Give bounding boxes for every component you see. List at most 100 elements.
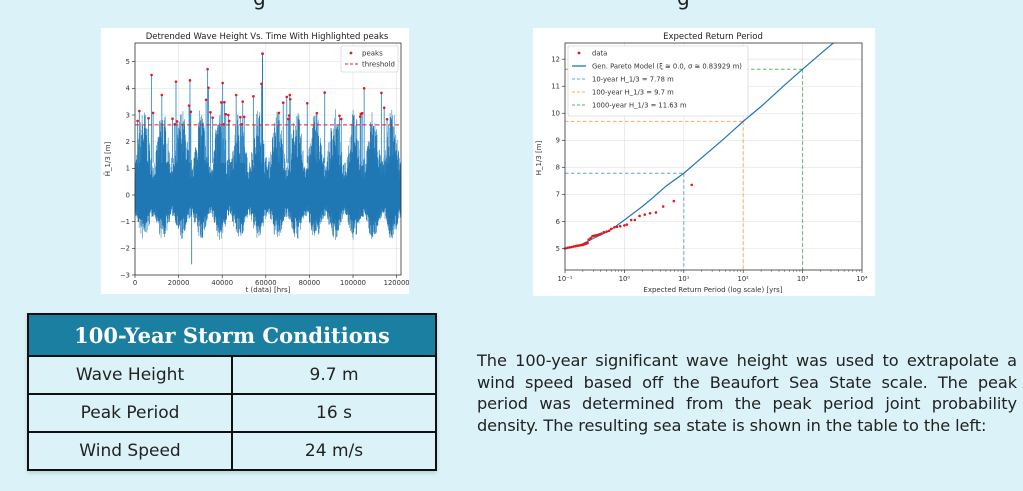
- storm-conditions-table: 100-Year Storm Conditions Wave Height 9.…: [27, 313, 437, 471]
- peak-marker: [288, 93, 292, 97]
- peak-marker: [138, 109, 141, 113]
- peak-marker: [277, 111, 281, 115]
- row-label: Peak Period: [27, 393, 233, 433]
- chart-title: Expected Return Period: [663, 32, 763, 42]
- peak-marker: [362, 87, 366, 90]
- peak-marker: [339, 117, 343, 121]
- peak-marker: [380, 91, 383, 95]
- peak-marker: [206, 67, 209, 71]
- peak-marker: [261, 52, 264, 55]
- y-tick-label: 3: [126, 111, 130, 119]
- y-tick-label: 0: [126, 191, 130, 199]
- x-tick-label: 10³: [797, 275, 809, 283]
- legend-threshold-label: threshold: [362, 61, 395, 69]
- peak-marker: [220, 101, 223, 104]
- x-axis-label: Expected Return Period (log scale) [yrs]: [643, 286, 782, 294]
- peak-marker: [242, 115, 246, 119]
- y-tick-label: 4: [126, 85, 130, 93]
- legend-peaks-label: peaks: [362, 50, 383, 58]
- peak-marker: [288, 97, 292, 101]
- peak-marker: [222, 123, 226, 126]
- legend-model-label: Gen. Pareto Model (ξ ≅ 0.0, σ ≅ 0.83929 …: [592, 63, 742, 71]
- peak-marker: [150, 73, 153, 77]
- gen-pareto-model-line: [565, 43, 835, 250]
- y-tick-label: −3: [120, 271, 130, 279]
- peak-marker: [204, 98, 208, 102]
- row-label: Wave Height: [27, 355, 233, 395]
- peak-marker: [211, 116, 214, 119]
- y-tick-label: 12: [551, 56, 560, 64]
- data-point: [643, 213, 647, 216]
- x-tick-label: 120000: [384, 279, 409, 287]
- peak-marker: [358, 115, 362, 118]
- peak-marker: [173, 123, 176, 126]
- x-tick-label: 10⁻¹: [558, 275, 573, 283]
- peak-marker: [252, 95, 255, 98]
- table-row: Peak Period 16 s: [27, 393, 437, 433]
- wave-height-series-core: [135, 183, 401, 206]
- peak-marker: [209, 111, 212, 114]
- peak-marker: [188, 79, 192, 82]
- y-tick-label: 7: [556, 191, 560, 199]
- table-row: Wave Height 9.7 m: [27, 355, 437, 395]
- peak-marker: [189, 110, 193, 114]
- row-label: Wind Speed: [27, 431, 233, 471]
- y-tick-label: 5: [556, 245, 560, 253]
- clipped-heading-fragment: g: [677, 0, 690, 10]
- data-point: [587, 238, 590, 242]
- legend-1000yr-label: 1000-year H_1/3 = 11.63 m: [592, 102, 687, 110]
- peak-marker: [151, 111, 155, 115]
- data-point: [607, 229, 611, 233]
- data-point: [600, 232, 603, 235]
- plot-frame: [564, 42, 863, 271]
- y-tick-label: 6: [556, 218, 560, 226]
- data-point: [568, 246, 572, 249]
- y-tick-label: 1: [126, 165, 130, 173]
- peak-marker: [338, 114, 341, 118]
- legend-box: [567, 45, 749, 117]
- y-tick-label: 2: [126, 138, 130, 146]
- peak-marker: [240, 123, 244, 126]
- peak-marker: [227, 113, 230, 117]
- peak-marker: [241, 100, 245, 103]
- data-point: [638, 214, 641, 218]
- data-point: [661, 205, 665, 208]
- x-tick-label: 20000: [168, 279, 190, 287]
- peak-marker: [147, 116, 150, 120]
- legend-peaks-marker: [349, 51, 353, 55]
- peak-marker: [382, 106, 386, 110]
- peak-marker: [360, 111, 364, 115]
- expected-return-period-chart: Expected Return Period 10⁻¹ 10⁰ 10¹ 10² 10³ 1…: [533, 28, 875, 296]
- x-tick-label: 60000: [255, 279, 277, 287]
- peak-marker: [281, 101, 285, 105]
- data-point: [586, 241, 589, 245]
- data-point: [623, 224, 626, 227]
- data-point: [596, 233, 599, 237]
- peak-marker: [175, 120, 179, 123]
- chart-title: Detrended Wave Height Vs. Time With High…: [146, 32, 389, 42]
- data-point: [613, 226, 616, 229]
- plot-frame: [134, 42, 402, 276]
- data-point: [625, 223, 629, 226]
- y-tick-label: 8: [556, 164, 560, 172]
- legend-data-marker: [577, 51, 581, 55]
- peak-marker: [305, 101, 309, 105]
- y-axis-label: H_1/3 [m]: [535, 140, 543, 175]
- x-tick-label: 80000: [299, 279, 321, 287]
- legend: data Gen. Pareto Model (ξ ≅ 0.0, σ ≅ 0.8…: [567, 45, 749, 117]
- peak-marker: [223, 100, 226, 104]
- peak-marker: [136, 119, 139, 123]
- data-point: [615, 225, 619, 229]
- row-value: 16 s: [231, 393, 437, 433]
- peak-marker: [239, 115, 242, 119]
- data-point: [602, 230, 606, 234]
- y-tick-label: 5: [126, 58, 130, 66]
- data-point: [598, 233, 601, 236]
- peak-marker: [260, 82, 263, 86]
- peak-marker: [224, 112, 228, 116]
- data-point: [589, 236, 592, 240]
- legend: peaks threshold: [340, 45, 399, 73]
- peak-marker: [174, 80, 178, 83]
- data-point: [633, 218, 637, 222]
- peak-marker: [171, 117, 174, 121]
